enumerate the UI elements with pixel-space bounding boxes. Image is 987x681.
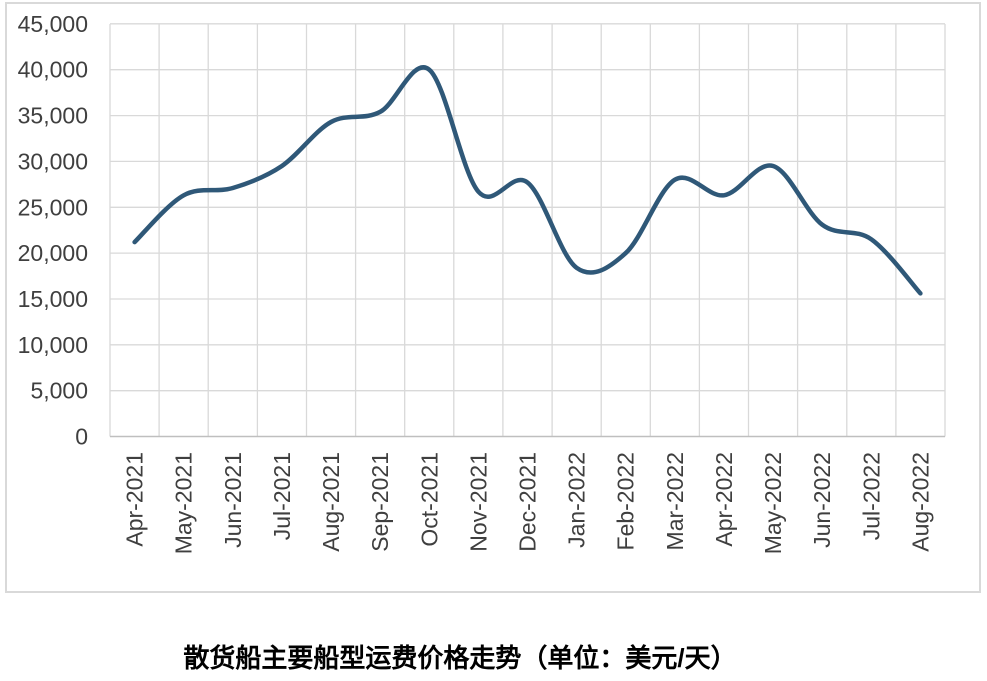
x-tick-label: Aug-2021 (318, 452, 344, 552)
chart-frame-border (5, 2, 981, 593)
x-tick-label: Dec-2021 (515, 452, 541, 552)
price-trend-line (132, 65, 923, 296)
y-tick-label: 40,000 (18, 57, 88, 83)
x-tick-label: Nov-2021 (465, 452, 491, 552)
x-axis-tick-labels: Apr-2021 May-2021 Jun-2021 Jul-2021 Aug-2021… (122, 452, 934, 554)
y-tick-label: 20,000 (18, 240, 88, 266)
y-tick-label: 5,000 (30, 378, 88, 404)
x-tick-label: Jan-2022 (564, 452, 590, 548)
x-tick-label: Aug-2022 (907, 452, 933, 552)
x-tick-label: Jun-2021 (220, 452, 246, 548)
x-tick-label: Jul-2021 (269, 452, 295, 540)
y-tick-label: 30,000 (18, 148, 88, 174)
x-tick-label: Jun-2022 (809, 452, 835, 548)
y-tick-label: 25,000 (18, 194, 88, 220)
x-tick-label: Apr-2021 (122, 452, 148, 547)
x-tick-label: May-2022 (760, 452, 786, 554)
y-tick-label: 10,000 (18, 332, 88, 358)
x-tick-label: Feb-2022 (613, 452, 639, 550)
x-tick-label: Oct-2021 (416, 452, 442, 547)
y-axis-tick-labels: 0 5,000 10,000 15,000 20,000 25,000 30,000 35,0… (18, 11, 88, 450)
x-tick-label: Jul-2022 (858, 452, 884, 540)
y-tick-label: 45,000 (18, 11, 88, 37)
x-tick-label: Sep-2021 (367, 452, 393, 552)
x-tick-label: Apr-2022 (711, 452, 737, 547)
y-tick-label: 35,000 (18, 103, 88, 129)
y-tick-label: 15,000 (18, 286, 88, 312)
x-tick-label: May-2021 (171, 452, 197, 554)
chart-title: 散货船主要船型运费价格走势（单位：美元/天） (183, 643, 737, 673)
y-tick-label: 0 (75, 424, 88, 450)
x-tick-label: Mar-2022 (662, 452, 688, 550)
gridlines (109, 23, 946, 438)
